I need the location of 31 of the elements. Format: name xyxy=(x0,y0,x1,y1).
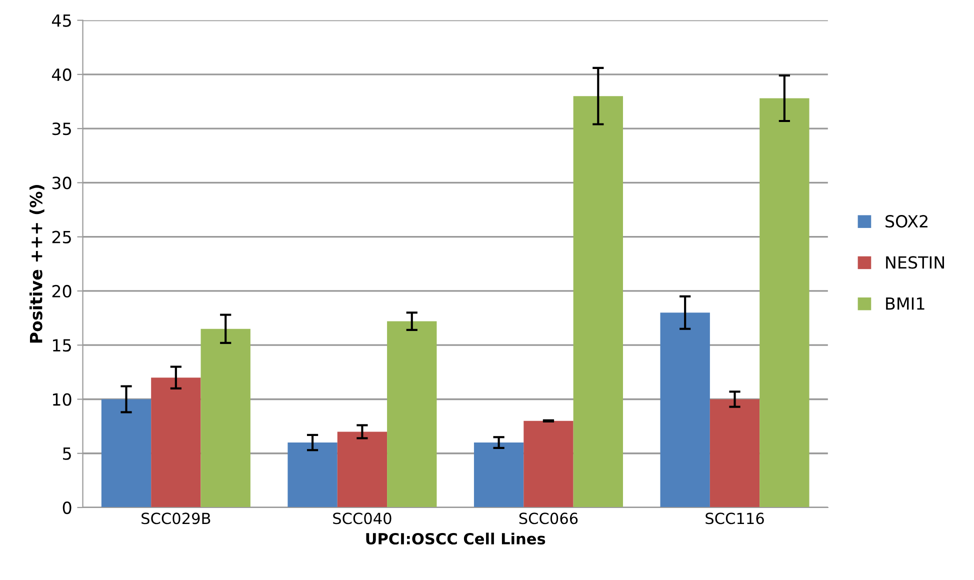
bar xyxy=(288,442,338,508)
y-tick-label: 15 xyxy=(52,339,71,352)
bar xyxy=(337,432,388,508)
x-axis-title: UPCI:OSCC Cell Lines xyxy=(366,532,546,545)
y-tick-label: 5 xyxy=(63,448,71,460)
y-tick-label: 35 xyxy=(52,122,71,136)
bar xyxy=(474,442,524,508)
y-tick-label: 20 xyxy=(52,284,72,298)
y-tick-label: 0 xyxy=(62,501,72,514)
legend-label: NESTIN xyxy=(886,256,944,269)
bar xyxy=(760,98,810,508)
bar xyxy=(660,312,710,508)
y-tick-label: 10 xyxy=(52,393,72,406)
bar xyxy=(524,420,574,508)
y-tick-label: 30 xyxy=(52,176,72,190)
bar xyxy=(387,321,437,508)
y-tick-label: 40 xyxy=(52,68,72,81)
y-tick-label: 45 xyxy=(52,14,71,27)
bar xyxy=(573,96,623,508)
legend-label: SOX2 xyxy=(886,215,928,228)
y-tick-label: 25 xyxy=(52,230,71,244)
x-tick-label: SCC029B xyxy=(142,512,210,524)
x-tick-label: SCC116 xyxy=(706,512,764,524)
bar xyxy=(151,378,201,508)
x-tick-label: SCC066 xyxy=(519,512,578,524)
x-tick-label: SCC040 xyxy=(333,512,392,524)
y-axis-title: Positive +++ (%) xyxy=(29,185,44,343)
bar xyxy=(200,328,250,508)
legend-label: BMI1 xyxy=(886,297,924,310)
bar xyxy=(101,399,152,508)
bar xyxy=(710,399,760,508)
